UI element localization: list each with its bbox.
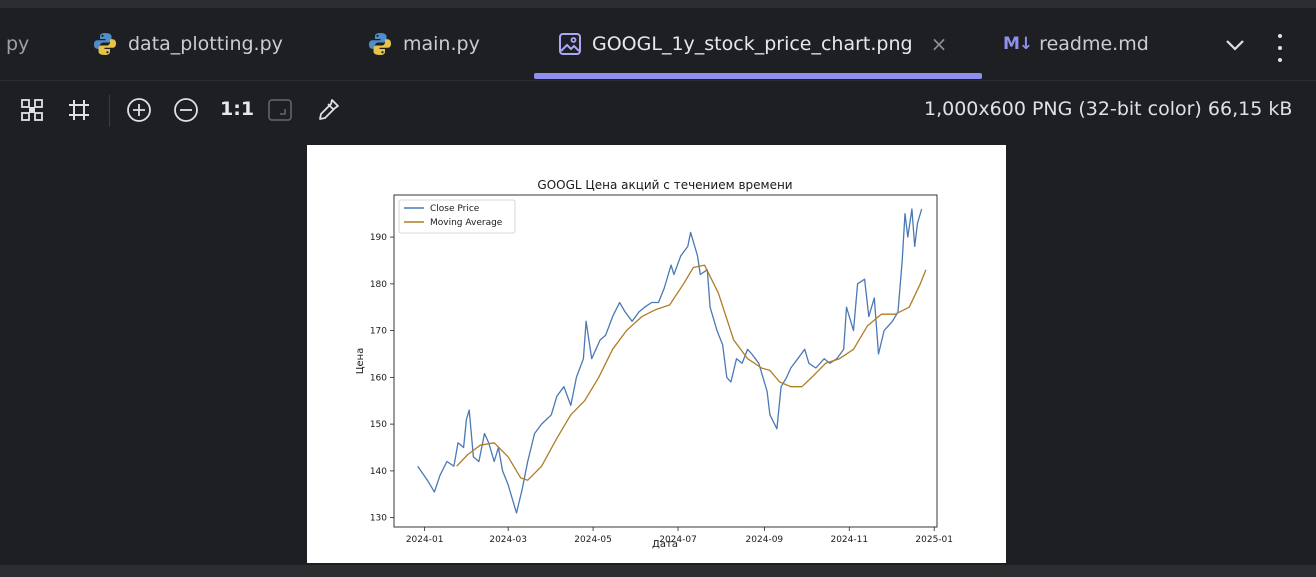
image-viewer-toolbar: [0, 81, 1316, 141]
x-tick-label: 2024-07: [659, 535, 697, 545]
close-tab-icon[interactable]: ×: [930, 32, 948, 56]
close-price-line: [417, 208, 923, 514]
x-tick-label: 2024-11: [830, 535, 868, 545]
image-file-icon: [559, 33, 581, 55]
y-tick-label: 170: [370, 327, 387, 337]
legend-moving-average-label: Moving Average: [430, 218, 503, 228]
y-tick-label: 140: [370, 467, 387, 477]
image-preview: GOOGL Цена акций с течением времени 130 1…: [307, 145, 1006, 563]
tab-previous-file[interactable]: py: [0, 8, 29, 80]
tab-googl-chart-png[interactable]: GOOGL_1y_stock_price_chart.png ×: [558, 8, 947, 80]
zoom-out-icon[interactable]: [173, 97, 199, 123]
tab-label: data_plotting.py: [128, 33, 283, 55]
y-tick-label: 160: [370, 373, 387, 383]
chevron-down-icon[interactable]: [1222, 36, 1248, 54]
y-tick-label: 150: [370, 420, 387, 430]
image-info-label: 1,000x600 PNG (32-bit color) 66,15 kB: [924, 98, 1293, 120]
x-tick-label: 2025-01: [915, 535, 953, 545]
moving-average-line: [456, 264, 927, 481]
tab-label: main.py: [403, 33, 480, 55]
stock-price-chart: GOOGL Цена акций с течением времени 130 1…: [355, 178, 953, 550]
y-axis-label: Цена: [355, 348, 366, 375]
chart-legend: Close Price Moving Average: [398, 199, 516, 234]
y-tick-label: 180: [370, 280, 387, 290]
tab-readme-md[interactable]: M↓ readme.md: [1003, 8, 1149, 80]
actual-size-button[interactable]: 1:1: [220, 98, 255, 120]
tab-label: GOOGL_1y_stock_price_chart.png: [592, 33, 913, 55]
plot-area: [393, 194, 938, 528]
x-axis-label: Дата: [652, 539, 678, 550]
window-top-strip: [0, 0, 1316, 8]
python-file-icon: [94, 33, 116, 55]
tab-main-py[interactable]: main.py: [367, 8, 480, 80]
active-tab-indicator: [534, 73, 982, 79]
chessboard-icon[interactable]: [66, 97, 92, 123]
tab-label: py: [6, 33, 30, 55]
x-tick-label: 2024-01: [406, 535, 444, 545]
markdown-file-icon: M↓: [1003, 34, 1033, 54]
editor-tab-bar: py data_plotting.py main.py GOOGL_1y_sto…: [0, 8, 1316, 81]
toolbar-separator: [109, 95, 110, 127]
x-tick-label: 2024-05: [574, 535, 612, 545]
y-tick-label: 190: [370, 233, 387, 243]
grid-icon[interactable]: [19, 97, 45, 123]
tab-label: readme.md: [1039, 33, 1149, 55]
x-tick-label: 2024-09: [746, 535, 784, 545]
fit-zoom-icon[interactable]: [267, 97, 293, 123]
window-bottom-strip: [0, 565, 1316, 577]
legend-close-price-label: Close Price: [430, 204, 480, 214]
x-tick-label: 2024-03: [489, 535, 527, 545]
python-file-icon: [369, 33, 391, 55]
tab-data-plotting[interactable]: data_plotting.py: [92, 8, 283, 80]
more-options-icon[interactable]: [1270, 34, 1290, 62]
chart-title: GOOGL Цена акций с течением времени: [537, 178, 792, 192]
color-picker-icon[interactable]: [315, 97, 341, 123]
zoom-in-icon[interactable]: [126, 97, 152, 123]
y-tick-label: 130: [370, 514, 387, 524]
